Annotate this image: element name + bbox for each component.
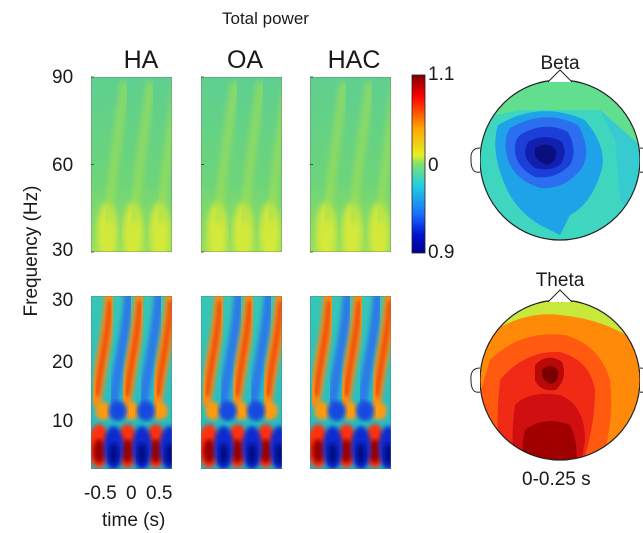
x-tick-neg05: -0.5 (84, 483, 117, 504)
colorbar (411, 74, 426, 254)
condition-title-oa: OA (226, 46, 264, 74)
heatmap-bottom-hac (310, 296, 391, 469)
heatmap-bottom-oa (201, 296, 282, 469)
y-tick-10: 10 (52, 411, 74, 432)
topomap-title-theta: Theta (535, 270, 585, 291)
colorbar-max-label: 1.1 (428, 64, 455, 85)
heatmap-bottom-ha (91, 296, 172, 469)
heatmap-top-hac (310, 77, 391, 252)
topomap-time-window: 0-0.25 s (522, 469, 591, 490)
y-tick-90: 90 (52, 67, 74, 88)
heatmap-top-ha (91, 77, 172, 252)
x-axis-label: time (s) (102, 510, 166, 531)
condition-title-ha: HA (123, 46, 159, 74)
x-tick-0: 0 (126, 483, 137, 504)
x-tick-05: 0.5 (146, 483, 173, 504)
y-tick-20: 20 (52, 352, 74, 373)
y-tick-60: 60 (52, 155, 74, 176)
y-tick-30b: 30 (52, 290, 74, 311)
heatmap-top-oa (201, 77, 282, 252)
colorbar-mid-label: 0 (428, 155, 439, 176)
colorbar-min-label: 0.9 (428, 242, 455, 263)
condition-title-hac: HAC (327, 46, 381, 74)
figure-title: Total power (222, 9, 309, 28)
y-tick-30: 30 (52, 240, 74, 261)
topomap-title-beta: Beta (540, 53, 580, 74)
